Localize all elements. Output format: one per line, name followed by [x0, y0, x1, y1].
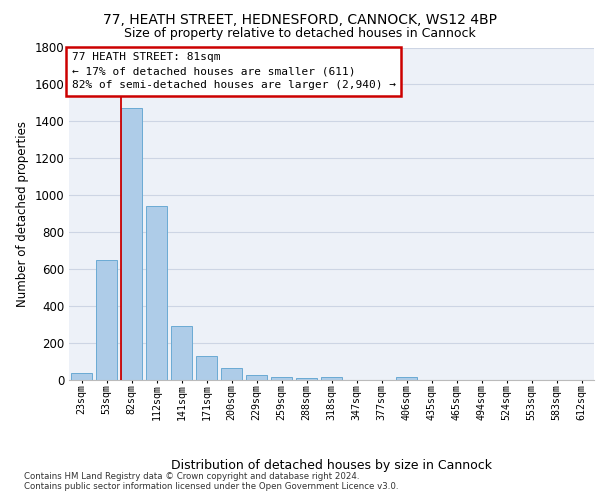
Text: Size of property relative to detached houses in Cannock: Size of property relative to detached ho… [124, 28, 476, 40]
Text: Contains HM Land Registry data © Crown copyright and database right 2024.: Contains HM Land Registry data © Crown c… [24, 472, 359, 481]
Bar [71, 372, 92, 380]
Bar [96, 260, 117, 380]
Text: 77 HEATH STREET: 81sqm
← 17% of detached houses are smaller (611)
82% of semi-de: 77 HEATH STREET: 81sqm ← 17% of detached… [71, 52, 395, 90]
Bar [171, 326, 192, 380]
Bar [271, 377, 292, 380]
Bar [246, 376, 267, 380]
Bar [146, 206, 167, 380]
Bar [296, 378, 317, 380]
Bar [196, 356, 217, 380]
Bar [321, 377, 342, 380]
Bar [396, 377, 417, 380]
Text: 77, HEATH STREET, HEDNESFORD, CANNOCK, WS12 4BP: 77, HEATH STREET, HEDNESFORD, CANNOCK, W… [103, 12, 497, 26]
Text: Contains public sector information licensed under the Open Government Licence v3: Contains public sector information licen… [24, 482, 398, 491]
X-axis label: Distribution of detached houses by size in Cannock: Distribution of detached houses by size … [171, 459, 492, 472]
Bar [221, 368, 242, 380]
Bar [121, 108, 142, 380]
Y-axis label: Number of detached properties: Number of detached properties [16, 120, 29, 306]
